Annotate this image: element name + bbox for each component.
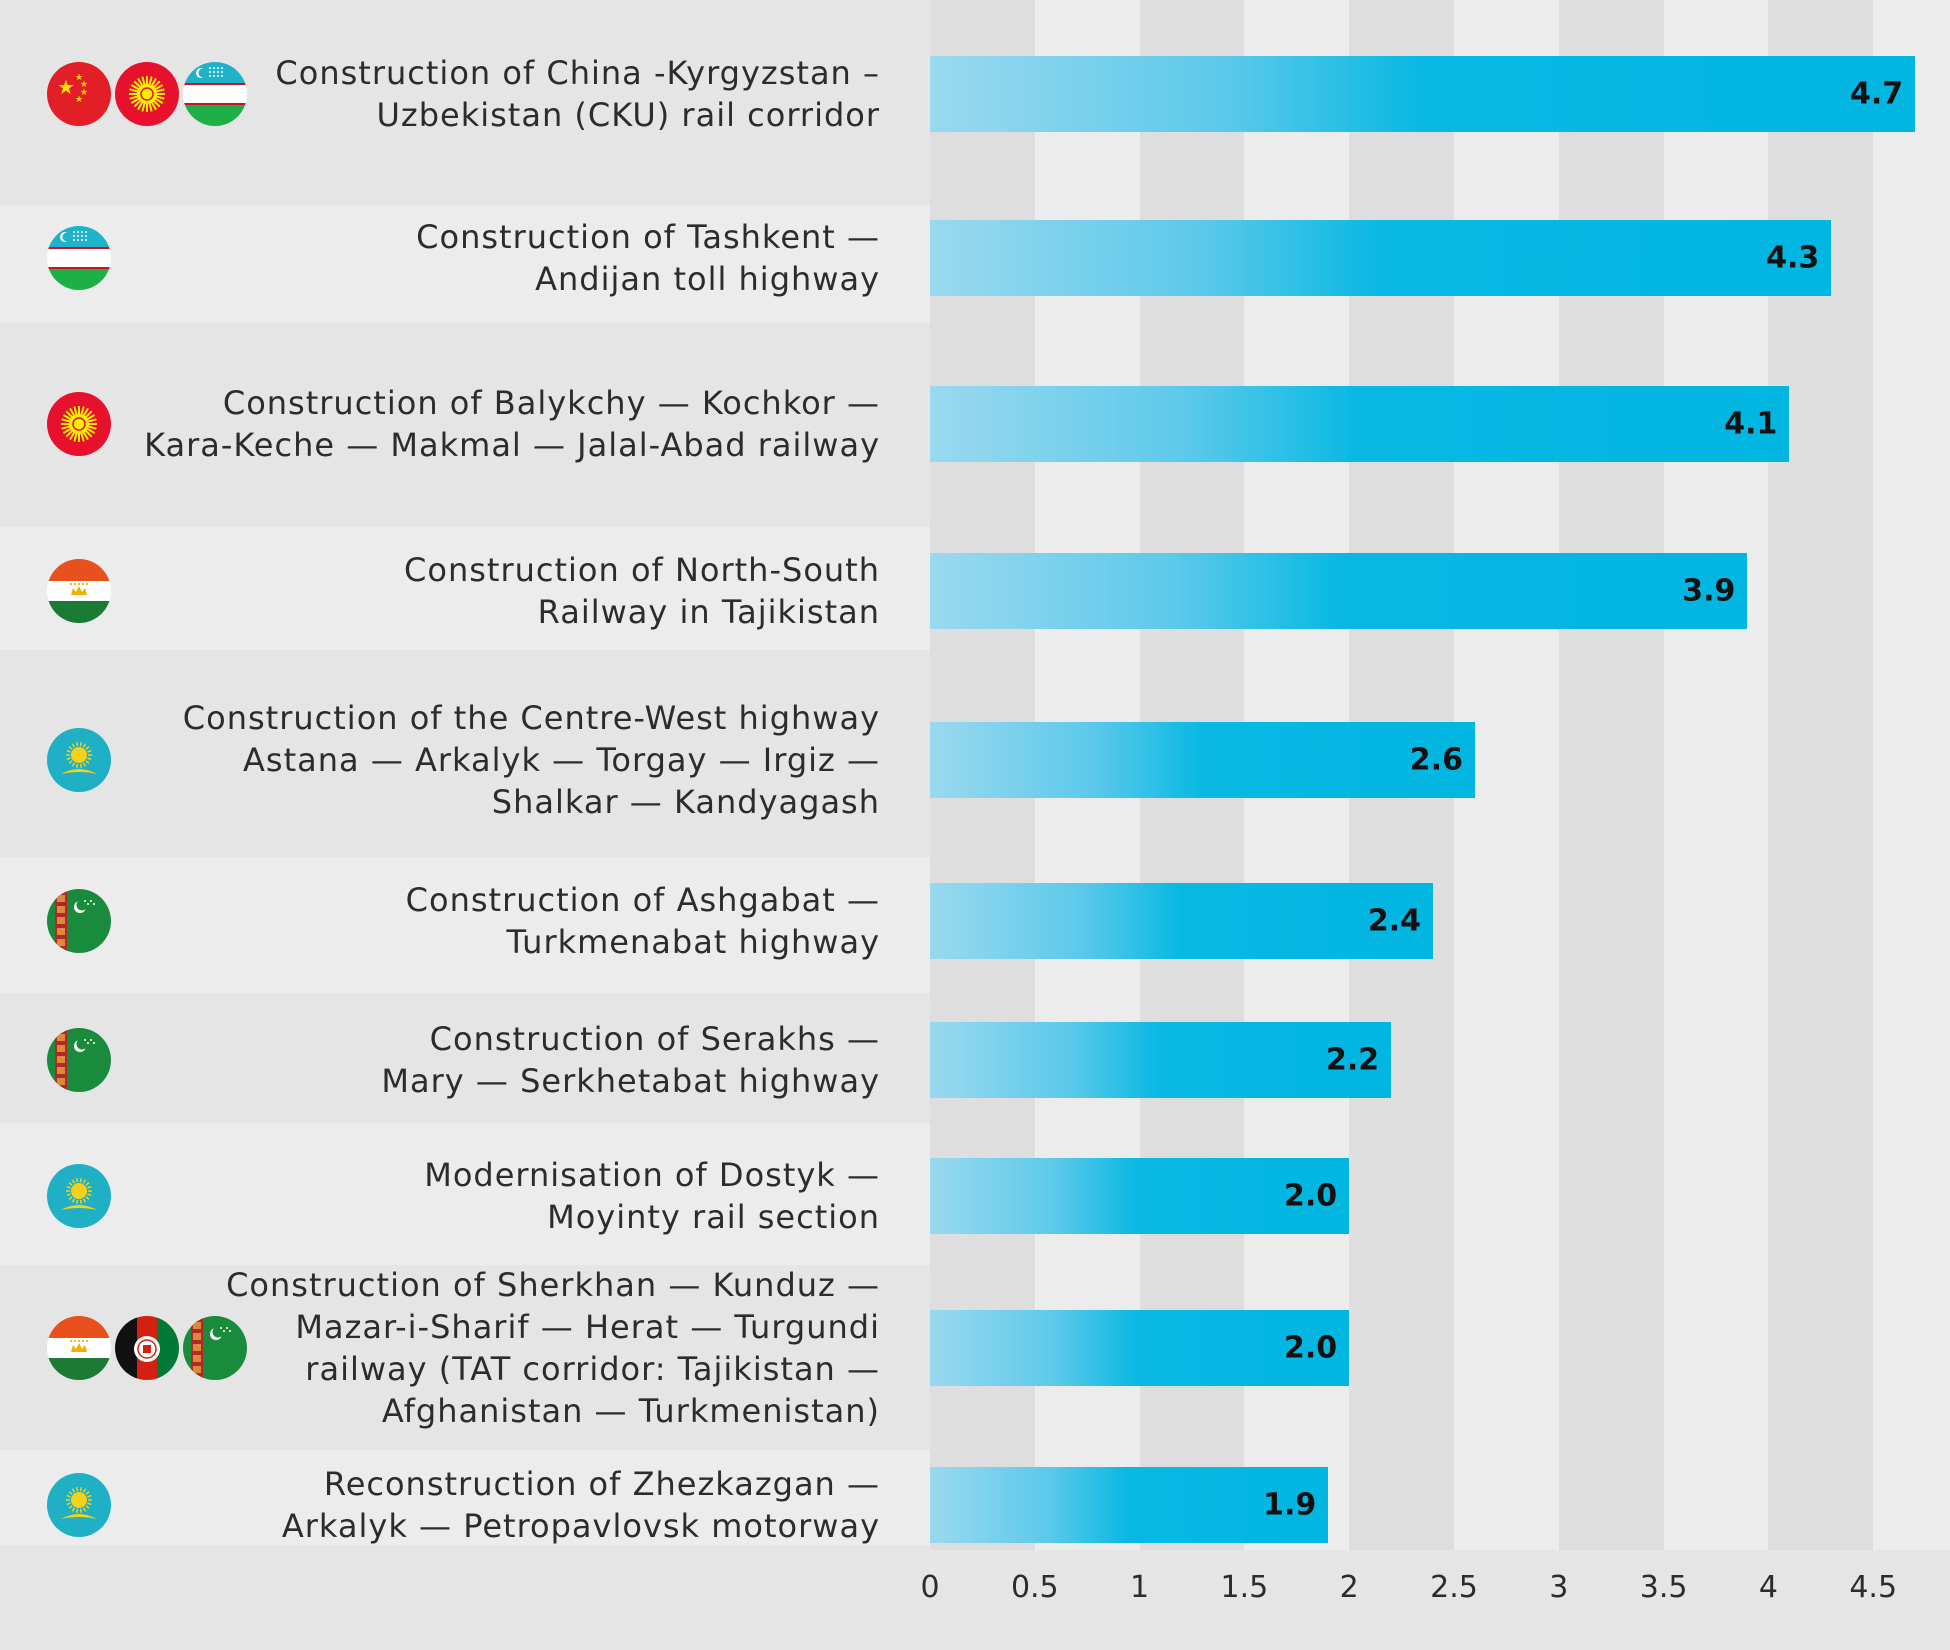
bar-value-label: 4.7	[1849, 76, 1904, 112]
afghanistan-flag-icon	[115, 1316, 179, 1380]
category-label: Construction of Balykchy — Kochkor — Kara…	[144, 382, 880, 466]
category-label-line: Construction of Ashgabat —	[405, 881, 880, 919]
category-label-line: Afghanistan — Turkmenistan)	[381, 1392, 880, 1430]
turkmenistan-flag-icon	[47, 1028, 111, 1092]
kazakhstan-flag-icon	[47, 1473, 111, 1537]
category-label-line: Turkmenabat highway	[506, 923, 880, 961]
category-label: Construction of Serakhs — Mary — Serkheta…	[381, 1018, 880, 1102]
category-label-line: Arkalyk — Petropavlovsk motorway	[281, 1507, 880, 1545]
bar	[930, 722, 1475, 798]
category-label-line: Andijan toll highway	[535, 260, 880, 298]
bar-value-label: 2.6	[1409, 742, 1463, 778]
bar	[930, 386, 1790, 462]
category-label: Construction of Tashkent — Andijan toll h…	[416, 216, 880, 300]
category-label-line: Mary — Serkhetabat highway	[381, 1062, 880, 1100]
kazakhstan-flag-icon	[47, 1164, 111, 1228]
category-label-line: Construction of Serakhs —	[429, 1020, 880, 1058]
grid-stripe	[1873, 0, 1950, 1550]
category-label-line: Construction of North-South	[404, 551, 880, 589]
category-label-line: Shalkar — Kandyagash	[491, 783, 880, 821]
x-tick-label: 1.5	[1220, 1570, 1269, 1605]
bar	[930, 553, 1748, 629]
bar-value-label: 2.4	[1367, 903, 1422, 939]
category-label-line: Railway in Tajikistan	[537, 593, 880, 631]
category-label-line: Construction of Sherkhan — Kunduz —	[226, 1266, 880, 1304]
turkmenistan-flag-icon	[47, 889, 111, 953]
x-tick-label: 4	[1758, 1570, 1778, 1605]
kazakhstan-flag-icon	[47, 728, 111, 792]
x-tick-label: 3	[1549, 1570, 1569, 1605]
svg-text:★: ★	[75, 95, 83, 105]
tajikistan-flag-icon	[47, 559, 111, 623]
bar-value-label: 4.3	[1766, 240, 1820, 276]
category-label-line: Astana — Arkalyk — Torgay — Irgiz —	[243, 741, 880, 779]
china-flag-icon: ★ ★★★★	[47, 62, 111, 126]
bar	[930, 1022, 1392, 1098]
bar	[930, 220, 1832, 296]
svg-text:★: ★	[57, 75, 75, 99]
x-tick-label: 3.5	[1639, 1570, 1688, 1605]
uzbekistan-flag-icon	[47, 226, 111, 290]
category-label: Construction of China -Kyrgyzstan – Uzbek…	[275, 52, 880, 136]
x-tick-label: 0.5	[1010, 1570, 1059, 1605]
x-tick-label: 4.5	[1849, 1570, 1898, 1605]
bar	[930, 883, 1434, 959]
bar	[930, 1310, 1350, 1386]
category-label: Construction of Sherkhan — Kunduz — Mazar…	[226, 1264, 880, 1432]
x-tick-label: 2	[1339, 1570, 1359, 1605]
row-band	[0, 527, 930, 650]
row-band	[0, 1123, 930, 1265]
category-label: Construction of North-South Railway in Ta…	[404, 549, 880, 633]
kyrgyzstan-flag-icon	[115, 62, 179, 126]
category-label-line: Modernisation of Dostyk —	[424, 1156, 880, 1194]
bar-value-label: 1.9	[1263, 1487, 1317, 1523]
row-band	[0, 857, 930, 993]
category-label-line: railway (TAT corridor: Tajikistan —	[305, 1350, 880, 1388]
bar	[930, 1158, 1350, 1234]
category-label-line: Moyinty rail section	[547, 1198, 880, 1236]
bar-value-label: 2.0	[1284, 1178, 1338, 1214]
x-tick-label: 2.5	[1430, 1570, 1478, 1605]
category-label-line: Construction of Balykchy — Kochkor —	[222, 384, 880, 422]
category-label: Construction of the Centre-West highway A…	[183, 697, 880, 823]
category-label-line: Construction of China -Kyrgyzstan –	[275, 54, 880, 92]
bar-value-label: 2.2	[1325, 1042, 1380, 1078]
bar	[930, 56, 1916, 132]
row-band	[0, 205, 930, 323]
kyrgyzstan-flag-icon	[47, 392, 111, 456]
category-label-line: Kara-Keche — Makmal — Jalal-Abad railway	[144, 426, 880, 464]
row-band	[0, 1450, 930, 1545]
category-label-line: Construction of Tashkent —	[416, 218, 880, 256]
category-label-line: Mazar-i-Sharif — Herat — Turgundi	[295, 1308, 880, 1346]
category-label: Construction of Ashgabat — Turkmenabat hi…	[406, 879, 880, 963]
category-label: Reconstruction of Zhezkazgan — Arkalyk — …	[282, 1463, 880, 1547]
turkmenistan-flag-icon	[183, 1316, 247, 1380]
tajikistan-flag-icon	[47, 1316, 111, 1380]
category-label: Modernisation of Dostyk — Moyinty rail se…	[424, 1154, 880, 1238]
category-label-line: Uzbekistan (CKU) rail corridor	[376, 96, 880, 134]
x-tick-label: 1	[1130, 1570, 1150, 1605]
svg-text:★: ★	[80, 88, 88, 98]
x-tick-label: 0	[920, 1570, 940, 1605]
bar-value-label: 3.9	[1682, 573, 1736, 609]
bar-value-label: 2.0	[1284, 1330, 1338, 1366]
uzbekistan-flag-icon	[183, 62, 247, 126]
svg-text:★: ★	[80, 80, 88, 90]
bar-value-label: 4.1	[1724, 406, 1778, 442]
category-label-line: Construction of the Centre-West highway	[182, 699, 880, 737]
category-label-line: Reconstruction of Zhezkazgan —	[323, 1465, 880, 1503]
svg-text:★: ★	[75, 73, 83, 83]
bar	[930, 1467, 1329, 1543]
